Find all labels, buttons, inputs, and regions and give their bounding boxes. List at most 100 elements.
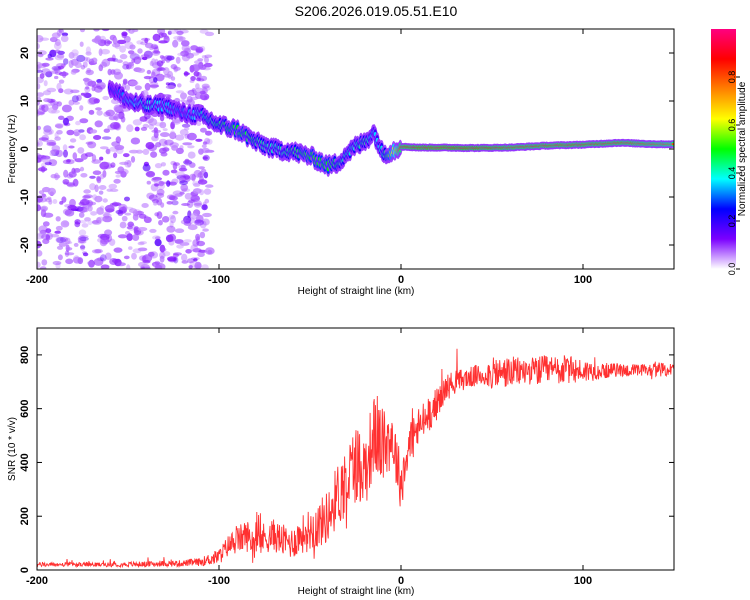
- spectrogram-y-axis-label: Frequency (Hz): [7, 115, 18, 184]
- noise-speckle: [61, 32, 69, 37]
- noise-speckle: [175, 90, 184, 94]
- noise-speckle: [196, 236, 200, 244]
- noise-speckle: [203, 171, 209, 179]
- noise-speckle: [200, 75, 208, 82]
- noise-speckle: [40, 266, 47, 269]
- x-tick-label: 0: [398, 274, 404, 286]
- noise-speckle: [171, 145, 179, 151]
- noise-speckle: [127, 221, 134, 228]
- noise-speckle: [140, 126, 148, 131]
- noise-speckle: [149, 228, 157, 233]
- noise-speckle: [86, 67, 91, 74]
- noise-speckle: [181, 253, 188, 262]
- noise-speckle: [79, 105, 84, 111]
- noise-speckle: [187, 145, 195, 149]
- noise-speckle: [100, 61, 108, 68]
- noise-speckle: [204, 31, 215, 37]
- noise-speckle: [195, 138, 203, 142]
- colorbar-gradient: [711, 29, 736, 269]
- noise-speckle: [181, 260, 189, 264]
- noise-speckle: [55, 216, 61, 222]
- noise-speckle: [38, 104, 45, 111]
- noise-speckle: [50, 233, 60, 238]
- snr-panel: -200 -100 0 100 0 200 400 600 800 Height of str…: [7, 327, 675, 597]
- noise-speckle: [170, 121, 175, 130]
- noise-speckle: [193, 182, 201, 187]
- noise-speckle: [172, 39, 179, 48]
- noise-speckle: [119, 168, 129, 175]
- y-tick-label: 200: [19, 507, 31, 525]
- y-tick-label: 10: [19, 95, 31, 107]
- noise-speckle: [181, 44, 190, 52]
- noise-speckle: [78, 229, 87, 236]
- noise-speckle: [37, 204, 42, 212]
- noise-speckle: [198, 166, 206, 170]
- noise-speckle: [195, 48, 203, 54]
- noise-speckle: [123, 255, 130, 260]
- noise-speckle: [126, 264, 131, 269]
- noise-speckle: [204, 54, 213, 58]
- spectrogram-marks: [37, 29, 674, 269]
- noise-speckle: [162, 141, 168, 148]
- noise-speckle: [66, 129, 75, 136]
- noise-speckle: [128, 246, 133, 250]
- noise-speckle: [181, 40, 190, 47]
- noise-speckle: [37, 140, 43, 147]
- noise-speckle: [75, 120, 81, 126]
- noise-speckle: [108, 183, 118, 189]
- noise-speckle: [37, 83, 41, 90]
- noise-speckle: [124, 196, 130, 202]
- noise-speckle: [126, 160, 132, 168]
- noise-speckle: [119, 221, 127, 229]
- noise-speckle: [51, 109, 60, 114]
- y-tick-label: 600: [19, 399, 31, 417]
- noise-speckle: [191, 52, 199, 56]
- noise-speckle: [180, 50, 189, 57]
- noise-speckle: [85, 86, 90, 90]
- noise-speckle: [114, 170, 124, 175]
- noise-speckle: [201, 83, 210, 89]
- noise-speckle: [89, 175, 96, 179]
- noise-speckle: [141, 203, 149, 208]
- noise-speckle: [168, 233, 177, 242]
- noise-speckle: [142, 163, 151, 172]
- noise-speckle: [131, 29, 139, 33]
- noise-speckle: [118, 111, 125, 120]
- noise-speckle: [40, 155, 51, 160]
- noise-speckle: [77, 240, 87, 244]
- noise-speckle: [49, 142, 57, 146]
- noise-speckle: [132, 248, 142, 254]
- noise-speckle: [180, 219, 190, 225]
- noise-speckle: [53, 68, 61, 73]
- noise-speckle: [55, 262, 61, 269]
- noise-speckle: [119, 53, 128, 60]
- noise-speckle: [144, 82, 151, 91]
- noise-speckle: [91, 159, 101, 164]
- noise-speckle: [199, 95, 205, 100]
- noise-speckle: [74, 158, 84, 163]
- noise-speckle: [101, 136, 112, 140]
- noise-speckle: [41, 234, 51, 240]
- noise-speckle: [202, 67, 211, 71]
- noise-speckle: [110, 162, 116, 168]
- noise-speckle: [89, 183, 96, 191]
- noise-speckle: [56, 237, 66, 243]
- noise-speckle: [42, 221, 50, 227]
- noise-speckle: [43, 98, 52, 103]
- noise-speckle: [94, 195, 103, 203]
- noise-speckle: [98, 64, 104, 72]
- noise-speckle: [37, 250, 43, 257]
- y-tick-label: 20: [19, 47, 31, 59]
- noise-speckle: [181, 203, 190, 206]
- noise-speckle: [79, 166, 85, 172]
- noise-speckle: [58, 79, 65, 84]
- noise-speckle: [74, 221, 81, 228]
- noise-speckle: [54, 75, 59, 80]
- noise-speckle: [72, 152, 78, 160]
- noise-speckle: [88, 109, 95, 115]
- noise-speckle: [193, 200, 203, 208]
- noise-speckle: [151, 71, 156, 79]
- noise-speckle: [102, 211, 111, 217]
- noise-speckle: [119, 45, 126, 53]
- noise-speckle: [129, 52, 137, 56]
